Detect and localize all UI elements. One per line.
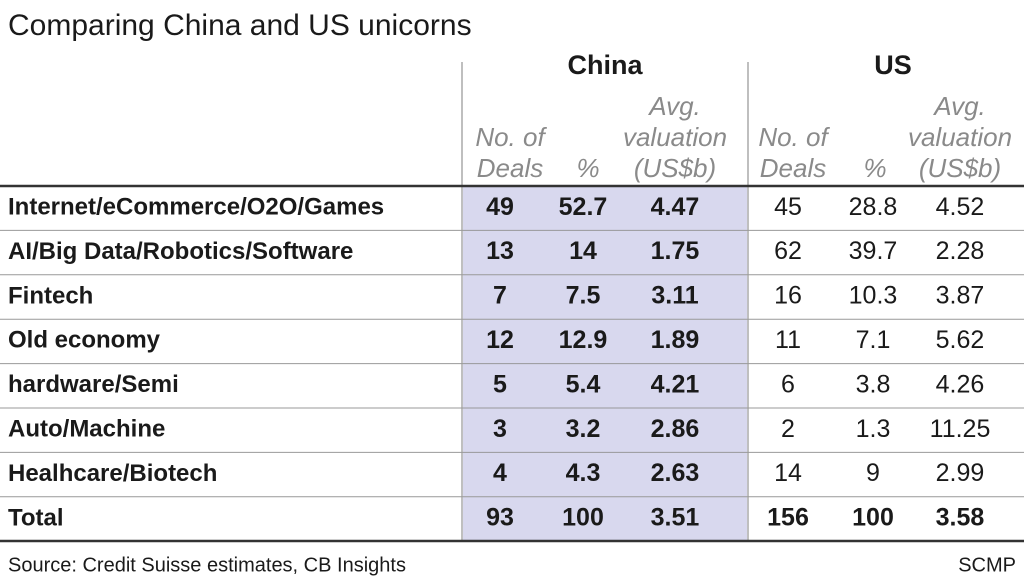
group-header: US xyxy=(874,50,912,80)
cell: 14 xyxy=(774,459,802,487)
cell: 2.63 xyxy=(651,459,700,487)
cell: 100 xyxy=(562,504,604,532)
cell: 4.47 xyxy=(651,193,700,221)
cell: 2.86 xyxy=(651,415,700,443)
cell: 93 xyxy=(486,504,514,532)
cell: 3.58 xyxy=(936,504,985,532)
row-label: Healhcare/Biotech xyxy=(8,460,217,487)
cell: 3 xyxy=(493,415,507,443)
source: Source: Credit Suisse estimates, CB Insi… xyxy=(8,554,406,576)
cell: 39.7 xyxy=(849,237,898,265)
cell: 4.26 xyxy=(936,370,985,398)
column-header: % xyxy=(863,153,886,183)
cell: 6 xyxy=(781,370,795,398)
column-header: (US$b) xyxy=(919,153,1001,183)
cell: 1.3 xyxy=(856,415,891,443)
cell: 3.8 xyxy=(856,370,891,398)
column-header: Avg. xyxy=(932,91,986,121)
cell: 10.3 xyxy=(849,282,898,310)
cell: 5.62 xyxy=(936,326,985,354)
cell: 13 xyxy=(486,237,514,265)
cell: 4 xyxy=(493,459,507,487)
column-header: Deals xyxy=(760,153,826,183)
cell: 45 xyxy=(774,193,802,221)
cell: 2.99 xyxy=(936,459,985,487)
cell: 16 xyxy=(774,282,802,310)
cell: 11.25 xyxy=(930,415,991,443)
cell: 2 xyxy=(781,415,795,443)
cell: 1.89 xyxy=(651,326,700,354)
cell: 156 xyxy=(767,504,809,532)
cell: 4.3 xyxy=(566,459,601,487)
cell: 4.21 xyxy=(651,370,700,398)
cell: 4.52 xyxy=(936,193,985,221)
cell: 7.5 xyxy=(566,282,601,310)
column-header: valuation xyxy=(908,122,1012,152)
column-header: valuation xyxy=(623,122,727,152)
cell: 14 xyxy=(569,237,597,265)
cell: 9 xyxy=(866,459,880,487)
cell: 3.11 xyxy=(651,282,698,310)
cell: 62 xyxy=(774,237,802,265)
credit: SCMP xyxy=(958,554,1016,576)
cell: 49 xyxy=(486,193,514,221)
cell: 100 xyxy=(852,504,894,532)
cell: 5.4 xyxy=(566,370,601,398)
row-label: Auto/Machine xyxy=(8,416,165,443)
row-label: Fintech xyxy=(8,282,93,309)
cell: 28.8 xyxy=(849,193,898,221)
column-header: Avg. xyxy=(647,91,701,121)
cell: 52.7 xyxy=(559,193,608,221)
cell: 7 xyxy=(493,282,507,310)
row-label: Total xyxy=(8,504,64,531)
cell: 3.51 xyxy=(651,504,700,532)
cell: 12 xyxy=(486,326,514,354)
row-label: Internet/eCommerce/O2O/Games xyxy=(8,194,384,221)
cell: 12.9 xyxy=(559,326,608,354)
row-label: Old economy xyxy=(8,327,161,354)
group-header: China xyxy=(567,50,643,80)
cell: 11 xyxy=(775,326,801,354)
column-header: No. of xyxy=(475,122,547,152)
column-header: (US$b) xyxy=(634,153,716,183)
column-header: No. of xyxy=(758,122,830,152)
row-label: hardware/Semi xyxy=(8,371,179,398)
column-header: Deals xyxy=(477,153,543,183)
cell: 3.2 xyxy=(566,415,601,443)
cell: 5 xyxy=(493,370,507,398)
row-label: AI/Big Data/Robotics/Software xyxy=(8,238,353,265)
cell: 7.1 xyxy=(856,326,891,354)
cell: 2.28 xyxy=(936,237,985,265)
cell: 1.75 xyxy=(651,237,700,265)
column-header: % xyxy=(576,153,599,183)
cell: 3.87 xyxy=(936,282,985,310)
title: Comparing China and US unicorns xyxy=(8,9,472,42)
